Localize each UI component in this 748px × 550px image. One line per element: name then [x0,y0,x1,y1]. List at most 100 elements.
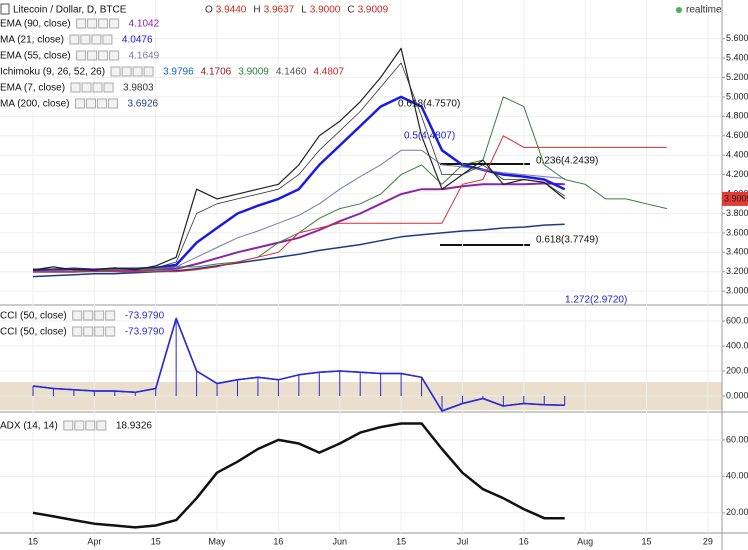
legend-icon [63,420,74,431]
fib-label: 0.236(4.2439) [536,156,598,167]
legend-icon [72,326,83,337]
legend-icon [74,98,85,109]
legend-value: 3.9803 [123,83,154,94]
x-tick-label: Apr [87,536,101,546]
series-line [33,135,667,273]
legend-value: 3.6926 [127,99,158,110]
legend-icon [103,82,114,93]
legend-value: 3.9796 [163,67,194,78]
legend-icon [94,326,105,337]
x-tick-label: May [209,536,227,546]
x-tick-label: 16 [519,536,529,546]
x-tick-label: Aug [577,536,593,546]
ohlc-value: 3.9000 [310,5,341,16]
legend-name: Ichimoku (9, 26, 52, 26) [0,67,105,78]
y-tick-label: 4.2000 [726,169,748,179]
legend-icon [74,420,85,431]
status: realtime [686,5,722,16]
legend-value: -73.9790 [125,311,165,322]
legend-icon [109,18,120,29]
fib-label: 0.5(4.4807) [404,131,455,142]
series-line [33,182,565,273]
y-tick-label: 4.6000 [726,130,748,140]
legend-name: EMA (55, close) [0,51,71,62]
y-tick-label: 5.6000 [726,33,748,43]
fib-label: 1.272(2.9720) [565,295,627,306]
x-tick-label: 15 [641,536,651,546]
symbol-icon [0,3,10,15]
status-dot [676,7,682,13]
legend-value: 18.9326 [116,421,153,432]
legend-icon [143,66,154,77]
y-tick-label: 60.0000 [726,434,748,444]
y-tick-label: 3.6000 [726,227,748,237]
y-tick-label: 20.0000 [726,507,748,517]
y-tick-label: 5.4000 [726,52,748,62]
y-tick-label: 4.8000 [726,111,748,121]
legend-icon [91,34,102,45]
legend-value: 4.4807 [313,67,344,78]
ohlc-label: O [205,5,213,16]
x-tick-label: 15 [28,536,38,546]
y-tick-label: 3.8000 [726,208,748,218]
y-tick-label: 40.0000 [726,471,748,481]
legend-icon [85,98,96,109]
x-tick-label: Jul [457,536,469,546]
legend-value: -73.9790 [125,327,165,338]
legend-icon [83,310,94,321]
fib-label: 0.618(4.7570) [398,99,460,110]
y-tick-label: 5.2000 [726,72,748,82]
legend-name: MA (200, close) [0,99,69,110]
legend-icon [81,82,92,93]
legend-icon [107,98,118,109]
x-tick-label: Jun [332,536,347,546]
legend-icon [98,50,109,61]
y-tick-label: 200.0000 [726,365,748,375]
symbol-title: Litecoin / Dollar, D, BTCE [13,5,127,16]
legend-icon [109,50,120,61]
legend-icon [85,420,96,431]
y-tick-label: 3.4000 [726,247,748,257]
series-line [32,317,565,412]
y-tick-label: 600.0000 [726,315,748,325]
series-line [32,47,566,271]
legend-value: 4.0476 [122,35,153,46]
y-tick-label: 3.0000 [726,286,748,296]
price-tag-label: 3.9009 [724,193,748,203]
legend-icon [96,420,107,431]
series-line [32,223,565,278]
y-tick-label: 0.0000 [726,390,748,400]
x-tick-label: 29 [703,536,713,546]
legend-icon [94,310,105,321]
price-tag [722,191,748,206]
legend-name: CCI (50, close) [0,327,67,338]
series-line [32,422,565,529]
ohlc-value: 3.9637 [264,5,295,16]
ohlc-label: H [253,5,260,16]
legend-icon [96,98,107,109]
legend-value: 4.1460 [276,67,307,78]
legend-value: 4.1706 [201,67,232,78]
legend-icon [105,326,116,337]
x-tick-label: 15 [151,536,161,546]
ohlc-value: 3.9440 [216,5,247,16]
legend-icon [69,34,80,45]
legend-icon [76,18,87,29]
y-tick-label: 4.4000 [726,150,748,160]
x-tick-label: 15 [396,536,406,546]
series-line [32,149,565,273]
y-tick-label: 400.0000 [726,340,748,350]
y-tick-label: 5.0000 [726,91,748,101]
legend-name: ADX (14, 14) [0,421,58,432]
fib-label: 0.618(3.7749) [536,235,598,246]
ohlc-value: 3.9009 [358,5,389,16]
legend-icon [92,82,103,93]
y-tick-label: 3.2000 [726,266,748,276]
legend-icon [102,34,113,45]
legend-icon [72,310,83,321]
legend-icon [70,82,81,93]
legend-icon [132,66,143,77]
